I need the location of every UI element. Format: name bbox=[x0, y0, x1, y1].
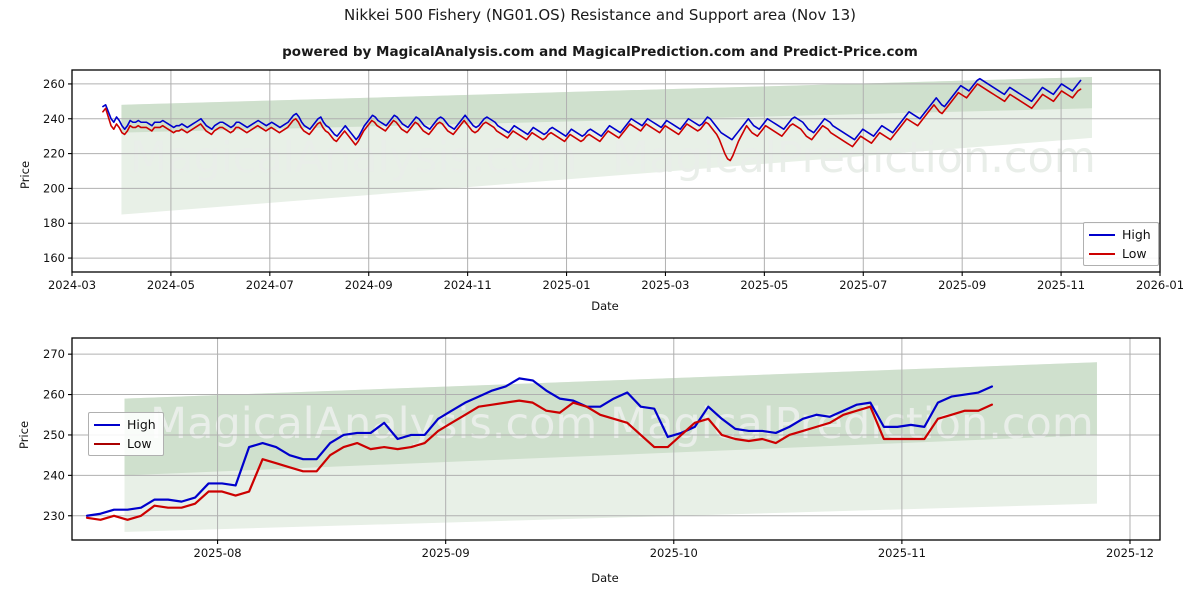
svg-text:2026-01: 2026-01 bbox=[1136, 278, 1184, 292]
legend-label-low: Low bbox=[1122, 246, 1147, 261]
legend-label-high: High bbox=[127, 417, 156, 432]
svg-text:2025-11: 2025-11 bbox=[878, 546, 926, 560]
svg-text:2024-09: 2024-09 bbox=[345, 278, 393, 292]
overview-x-axis-label: Date bbox=[591, 299, 619, 313]
svg-text:250: 250 bbox=[43, 428, 65, 442]
overview-chart-panel: MagicalAnalysis.com MagicalPrediction.com… bbox=[43, 69, 1184, 292]
svg-text:2025-01: 2025-01 bbox=[543, 278, 591, 292]
page-title: Nikkei 500 Fishery (NG01.OS) Resistance … bbox=[343, 6, 857, 24]
svg-text:MagicalAnalysis.com: MagicalAnalysis.com bbox=[130, 133, 577, 183]
zoom-plot: MagicalAnalysis.com MagicalPrediction.com… bbox=[43, 337, 1161, 560]
svg-text:2025-09: 2025-09 bbox=[938, 278, 986, 292]
svg-text:240: 240 bbox=[43, 112, 65, 126]
page-subtitle: powered by MagicalAnalysis.com and Magic… bbox=[282, 44, 918, 60]
legend-swatch-low bbox=[1089, 252, 1115, 255]
overview-y-axis-label: Price bbox=[18, 160, 32, 190]
svg-text:260: 260 bbox=[43, 77, 65, 91]
overview-plot: MagicalAnalysis.com MagicalPrediction.com… bbox=[43, 69, 1184, 292]
legend-item-high[interactable]: High bbox=[94, 416, 156, 433]
zoom-chart-panel: MagicalAnalysis.com MagicalPrediction.com… bbox=[0, 320, 1200, 600]
svg-text:2025-11: 2025-11 bbox=[1037, 278, 1085, 292]
svg-text:260: 260 bbox=[43, 388, 65, 402]
zoom-x-axis-label: Date bbox=[591, 571, 619, 585]
svg-text:220: 220 bbox=[43, 147, 65, 161]
svg-text:2025-05: 2025-05 bbox=[740, 278, 788, 292]
series-line-high bbox=[102, 77, 1082, 141]
svg-text:2025-12: 2025-12 bbox=[1106, 546, 1154, 560]
svg-text:180: 180 bbox=[43, 216, 65, 230]
svg-text:2025-09: 2025-09 bbox=[422, 546, 470, 560]
svg-text:270: 270 bbox=[43, 347, 65, 361]
zoom-legend[interactable]: High Low bbox=[88, 412, 164, 456]
svg-text:2024-07: 2024-07 bbox=[246, 278, 294, 292]
legend-item-high[interactable]: High bbox=[1089, 226, 1151, 243]
legend-item-low[interactable]: Low bbox=[1089, 245, 1151, 262]
series-line-high bbox=[85, 377, 994, 517]
svg-text:2025-03: 2025-03 bbox=[641, 278, 689, 292]
overview-legend[interactable]: High Low bbox=[1083, 222, 1159, 266]
legend-label-low: Low bbox=[127, 436, 152, 451]
svg-text:2024-05: 2024-05 bbox=[147, 278, 195, 292]
zoom-y-axis-label: Price bbox=[17, 420, 31, 450]
legend-label-high: High bbox=[1122, 227, 1151, 242]
svg-text:2025-07: 2025-07 bbox=[839, 278, 887, 292]
svg-text:160: 160 bbox=[43, 251, 65, 265]
svg-text:240: 240 bbox=[43, 468, 65, 482]
legend-swatch-high bbox=[1089, 233, 1115, 236]
legend-swatch-low bbox=[94, 442, 120, 445]
svg-text:MagicalPrediction.com: MagicalPrediction.com bbox=[612, 133, 1096, 183]
svg-text:200: 200 bbox=[43, 181, 65, 195]
legend-item-low[interactable]: Low bbox=[94, 435, 156, 452]
series-line-low bbox=[102, 83, 1082, 162]
legend-swatch-high bbox=[94, 423, 120, 426]
svg-text:2024-11: 2024-11 bbox=[444, 278, 492, 292]
svg-text:2025-10: 2025-10 bbox=[650, 546, 698, 560]
svg-text:MagicalAnalysis.com: MagicalAnalysis.com bbox=[150, 399, 597, 449]
svg-text:2025-08: 2025-08 bbox=[194, 546, 242, 560]
svg-text:230: 230 bbox=[43, 509, 65, 523]
svg-text:2024-03: 2024-03 bbox=[48, 278, 96, 292]
series-line-low bbox=[85, 399, 994, 521]
